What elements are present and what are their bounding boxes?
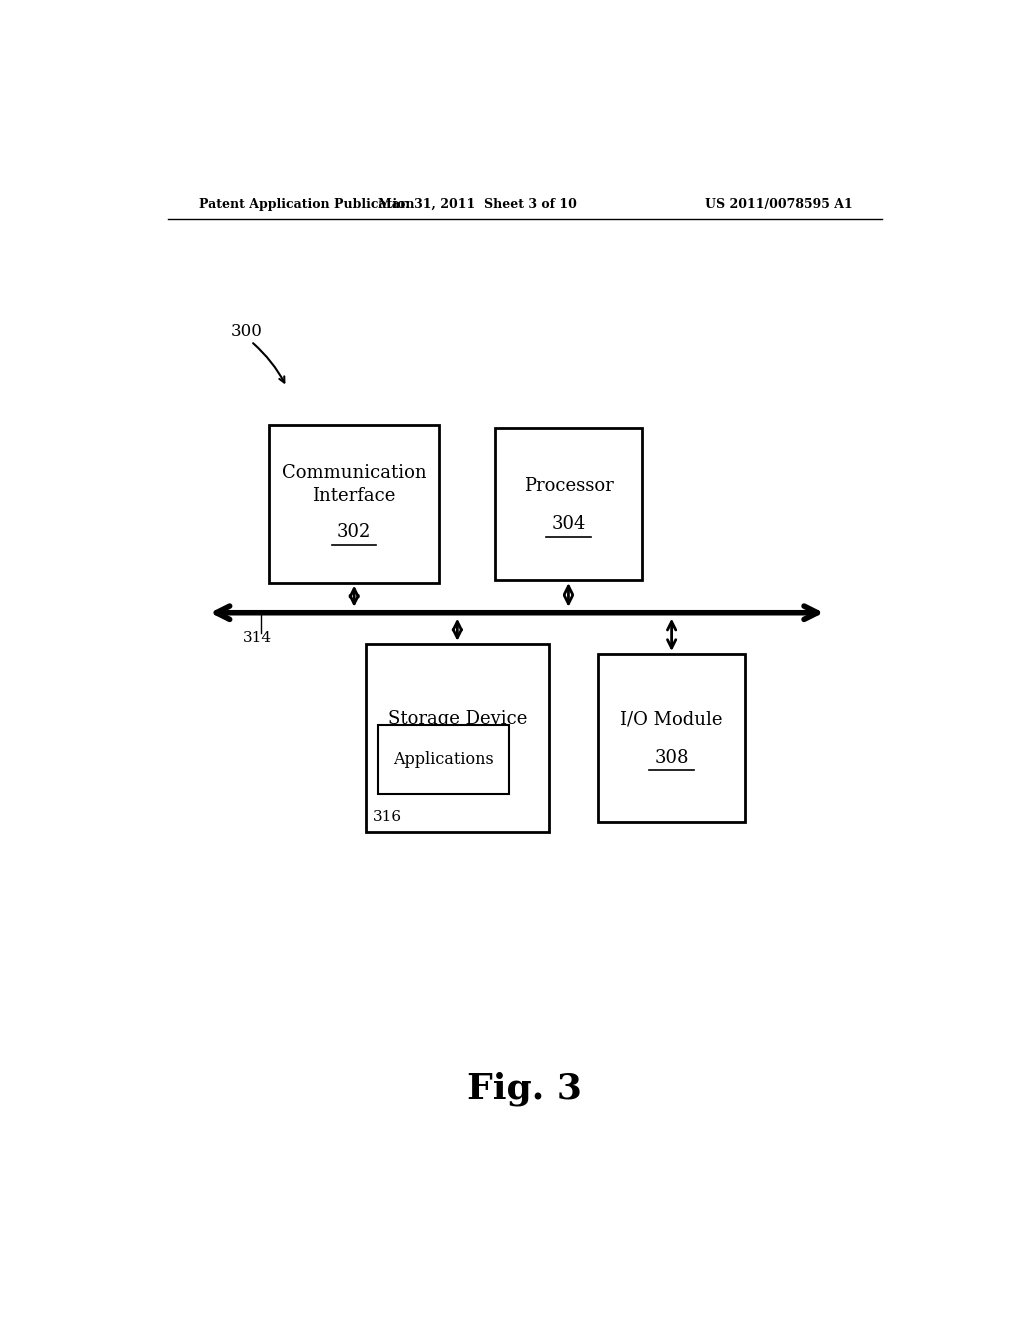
Text: 316: 316 [373,810,401,824]
Text: Interface: Interface [312,487,396,504]
Text: Processor: Processor [523,477,613,495]
Text: 302: 302 [337,524,372,541]
Text: Fig. 3: Fig. 3 [467,1071,583,1106]
FancyBboxPatch shape [367,644,549,832]
Text: 308: 308 [654,748,689,767]
Text: Applications: Applications [393,751,494,768]
Text: US 2011/0078595 A1: US 2011/0078595 A1 [705,198,853,211]
Text: 300: 300 [231,322,263,339]
Text: 306: 306 [440,748,474,767]
FancyBboxPatch shape [269,425,439,582]
FancyBboxPatch shape [378,725,509,793]
Text: Communication: Communication [282,465,426,483]
Text: 314: 314 [243,631,272,645]
Text: Storage Device: Storage Device [388,710,527,729]
Text: Patent Application Publication: Patent Application Publication [200,198,415,211]
Text: 304: 304 [551,515,586,533]
FancyBboxPatch shape [598,653,745,821]
Text: I/O Module: I/O Module [621,710,723,729]
Text: Mar. 31, 2011  Sheet 3 of 10: Mar. 31, 2011 Sheet 3 of 10 [378,198,577,211]
FancyBboxPatch shape [495,428,642,581]
